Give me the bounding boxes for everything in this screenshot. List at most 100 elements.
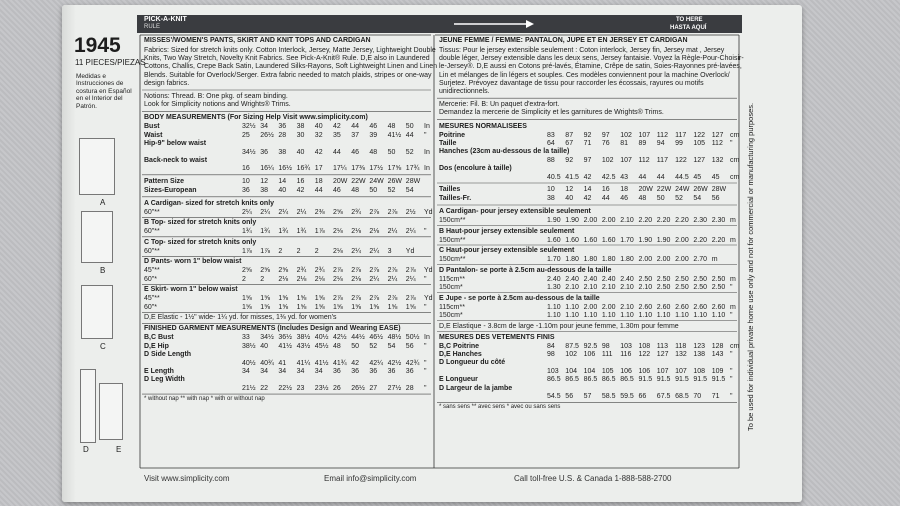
finished-row-value: 58.5 — [601, 392, 616, 400]
yardage-view-title: C Top- sized for stretch knits only — [144, 238, 257, 246]
sizes-european-value: 40 — [565, 195, 574, 202]
finished-row-value: 105 — [601, 367, 614, 375]
finished-row-value: " — [424, 384, 427, 392]
body-row-label: Poitrine — [439, 131, 466, 139]
body-row-value: 17 — [314, 165, 323, 173]
body-row-value: 92 — [583, 131, 592, 139]
yardage-value: 2.00 — [656, 256, 671, 263]
yardage-width-label: 60"** — [144, 228, 160, 236]
arrow-right-icon — [454, 20, 534, 28]
yardage-value: 2.20 — [638, 217, 653, 224]
fabric-line: unidirectionnels. — [439, 88, 490, 95]
yardage-view-title: B Top- sized for stretch knits only — [144, 219, 257, 227]
finished-row-value: 86.5 — [620, 376, 634, 384]
body-row-value: 44 — [638, 173, 647, 181]
body-row-value: 16¼ — [260, 165, 274, 173]
finished-row-value: 34 — [278, 367, 287, 375]
yardage-width-label: 150cm* — [439, 312, 463, 319]
pattern-size-value: 16 — [296, 177, 305, 185]
finished-row-value: 34 — [314, 367, 323, 375]
finished-row-value: 104 — [583, 367, 596, 375]
yardage-view-title: A Cardigan- pour jersey extensible seule… — [439, 208, 591, 215]
body-row-value: 28 — [278, 131, 287, 139]
finished-row-value: 91.5 — [711, 376, 726, 384]
yardage-value: 2⅞ — [333, 295, 343, 303]
body-row-value: 122 — [675, 156, 687, 164]
finished-row-label: E Longueur — [439, 376, 478, 384]
pattern-size-value: 20W — [333, 177, 348, 185]
body-row-value: 25 — [242, 131, 250, 139]
sizes-european-value: 56 — [711, 195, 720, 202]
body-row-value: 48 — [369, 148, 378, 156]
yardage-value: 2⅝ — [260, 267, 270, 275]
yardage-width-label: 45"** — [144, 295, 160, 303]
finished-row-value: 23 — [296, 384, 305, 392]
yardage-value: 1⅝ — [296, 295, 307, 303]
finished-row-value: 113 — [656, 342, 668, 350]
body-row-value: 16 — [242, 165, 250, 173]
body-row-label: Hip-9" below waist — [144, 140, 207, 148]
finished-row-value: 118 — [675, 342, 687, 350]
finished-row-value: 123 — [693, 342, 706, 350]
body-row-value: 97 — [601, 131, 610, 139]
finished-row-value: 43½ — [296, 342, 311, 350]
body-row-value: 34 — [260, 123, 268, 131]
finished-row-value: " — [424, 342, 427, 350]
section-title: MISSES'/WOMEN'S PANTS, SKIRT AND KNIT TO… — [144, 37, 371, 44]
pattern-size-value: 24W — [675, 186, 690, 193]
finished-row-value: 59.5 — [620, 392, 634, 400]
finished-row-value: 91.5 — [675, 376, 689, 384]
finished-row-value: " — [424, 367, 427, 375]
body-row-value: 48 — [387, 123, 396, 131]
yardage-value: 1.10 — [693, 312, 708, 319]
yardage-value: 2.20 — [675, 217, 689, 224]
body-row-value: 88 — [547, 156, 555, 164]
notions-line: Demandez la mercerie de Simplicity et le… — [439, 109, 664, 117]
finished-row-value: 56 — [565, 392, 574, 400]
yardage-value: 2¼ — [369, 247, 380, 255]
yardage-view-title: D Pantalon- se porte à 2.5cm au-dessous … — [439, 266, 612, 274]
body-row-value: 102 — [620, 131, 632, 139]
body-row-value: 97 — [583, 156, 592, 164]
sizes-european-value: 44 — [314, 186, 323, 194]
sizes-european-value: 48 — [351, 186, 359, 194]
body-row-value: 99 — [675, 140, 683, 147]
finished-row-value: 44½ — [351, 334, 365, 342]
finished-row-value: 26½ — [351, 384, 365, 392]
finished-row-value: 109 — [711, 367, 724, 375]
yardage-value: 1.10 — [675, 312, 689, 319]
fabric-line: Blends. Suitable for Overlock/Serger. Ex… — [144, 71, 432, 79]
yardage-value: 2¾ — [351, 208, 361, 216]
body-row-value: In — [424, 165, 430, 173]
body-row-label: Taille — [439, 140, 457, 147]
body-row-value: cm — [730, 131, 740, 139]
yardage-value: 2 — [260, 275, 265, 283]
body-row-value: 42 — [333, 123, 341, 131]
yardage-value: 1.10 — [583, 312, 598, 319]
body-row-value: 117 — [656, 156, 668, 164]
body-row-value: cm — [730, 173, 740, 181]
body-row-value: 127 — [693, 156, 706, 164]
sizes-european-value: 50 — [369, 186, 378, 194]
body-row-value: 81 — [620, 140, 628, 147]
body-row-value: 43 — [620, 173, 628, 181]
yardage-value: " — [424, 228, 427, 236]
body-row-value: 45 — [711, 173, 720, 181]
body-row-label: Back-neck to waist — [144, 157, 208, 164]
body-row-value: 41½ — [387, 131, 402, 139]
body-row-value: 105 — [693, 140, 706, 147]
yardage-value: 2.60 — [693, 303, 708, 311]
figure-d-pants — [80, 369, 96, 443]
yardage-value: 2⅞ — [369, 208, 380, 216]
body-row-value: 17⅜ — [351, 165, 365, 173]
finished-row-value: In — [424, 334, 430, 342]
finished-row-value: 40¾ — [260, 359, 274, 367]
yardage-value: 2.50 — [693, 275, 708, 283]
pattern-size-value: 28W — [711, 186, 727, 193]
finished-title: FINISHED GARMENT MEASUREMENTS (Includes … — [144, 325, 401, 333]
yardage-value: 2.10 — [638, 284, 653, 291]
finished-row-value: 34 — [242, 367, 250, 375]
yardage-value: 2.60 — [656, 303, 671, 311]
finished-row-value: 40 — [260, 342, 268, 350]
finished-row-value: 84 — [547, 342, 555, 350]
